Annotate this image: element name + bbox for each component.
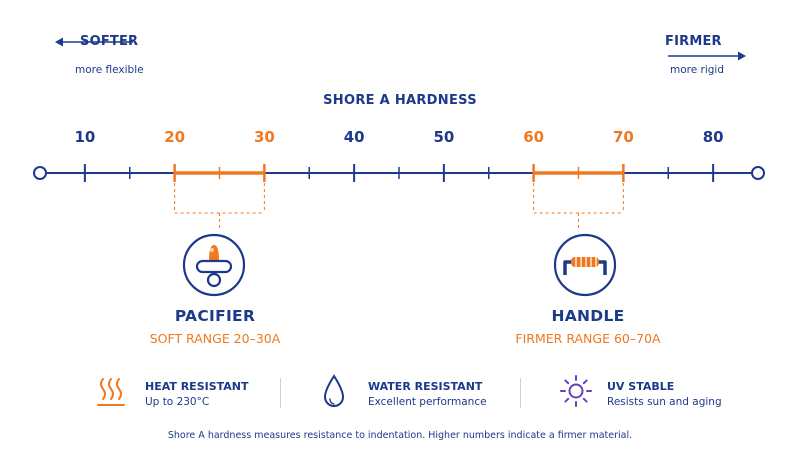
tick-label-40: 40 [343,128,365,146]
heat-icon [97,378,125,406]
handle-range: FIRMER RANGE 60–70A [515,331,661,346]
separator [280,378,281,408]
softer-label: SOFTER [80,34,139,49]
scale-title: SHORE A HARDNESS [323,93,477,108]
pacifier-range: SOFT RANGE 20–30A [149,331,281,346]
softer-sub: more flexible [75,64,144,76]
handle-icon [553,233,617,297]
uv-sub: Resists sun and aging [607,396,722,408]
tick-label-70: 70 [612,128,634,146]
tick-label-20: 20 [164,128,186,146]
tick-label-50: 50 [433,128,455,146]
separator [520,378,521,408]
water-drop-icon [323,374,345,407]
axis-end-cap [751,166,765,180]
water-title: WATER RESISTANT [368,380,483,393]
pacifier-icon [182,233,246,297]
sun-icon [560,375,592,407]
left-arrow-icon [55,37,133,47]
uv-title: UV STABLE [607,380,675,393]
axis-start-cap [33,166,47,180]
tick-label-80: 80 [702,128,724,146]
footnote: Shore A hardness measures resistance to … [167,430,633,441]
water-sub: Excellent performance [368,396,487,408]
right-arrow-icon [668,51,746,61]
heat-sub: Up to 230°C [145,396,210,408]
handle-title: HANDLE [551,307,625,325]
tick-label-10: 10 [74,128,96,146]
tick-label-60: 60 [523,128,545,146]
tick-label-30: 30 [253,128,275,146]
heat-title: HEAT RESISTANT [145,380,249,393]
firmer-label: FIRMER [665,34,722,49]
firmer-sub: more rigid [670,64,725,76]
hardness-scale [33,164,765,230]
pacifier-title: PACIFIER [174,307,256,325]
